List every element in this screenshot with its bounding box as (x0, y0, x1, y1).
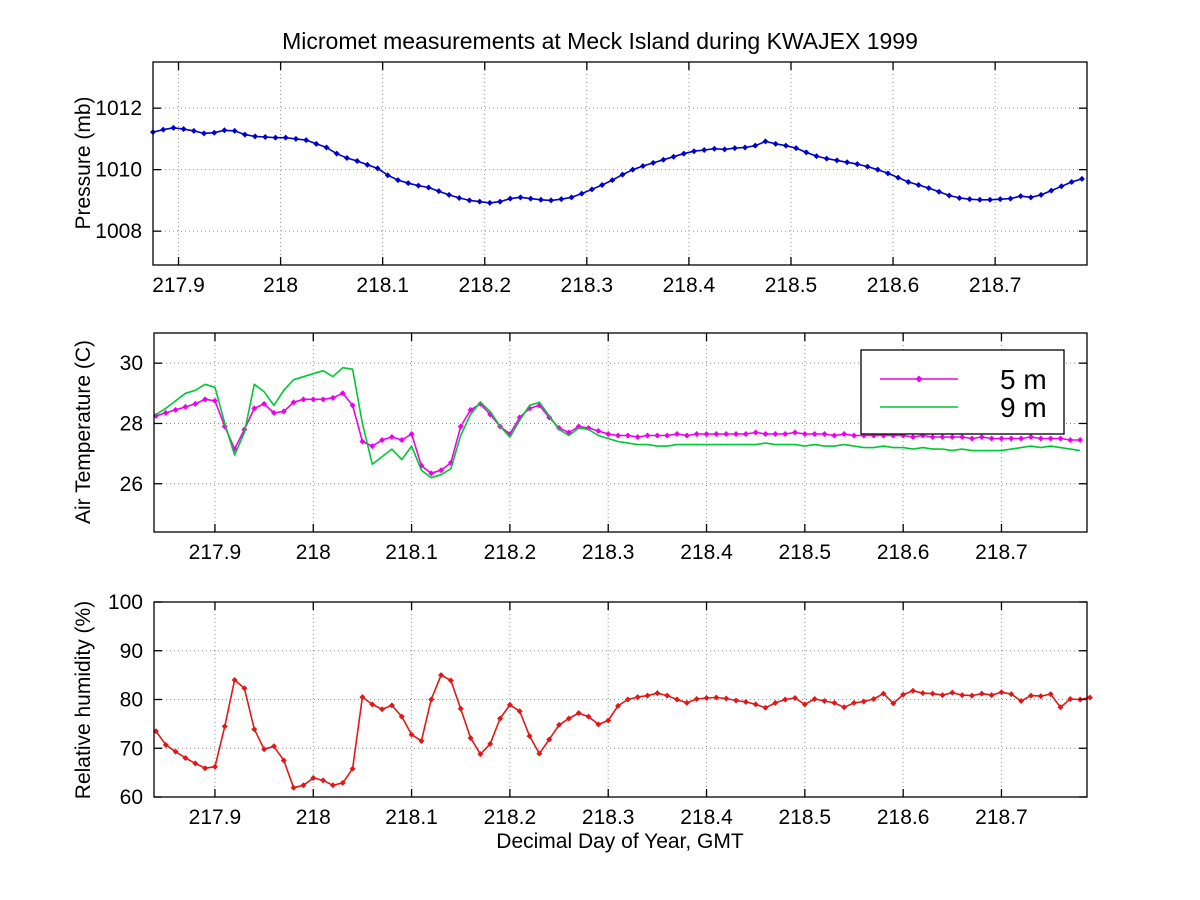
svg-text:1012: 1012 (95, 97, 142, 120)
x-axis-label: Decimal Day of Year, GMT (496, 830, 744, 853)
svg-text:80: 80 (120, 689, 143, 712)
svg-text:218.3: 218.3 (561, 274, 614, 297)
figure-title: Micromet measurements at Meck Island dur… (282, 28, 918, 54)
svg-text:218.4: 218.4 (680, 541, 733, 564)
humidity-chart: 217.9 218 218.1 218.2 218.3 218.4 218.5 218.6 21… (108, 591, 1093, 829)
relative-humidity-tick-labels: 217.9 218 218.1 218.2 218.3 218.4 218.5 218.6 21… (108, 591, 1028, 829)
svg-text:26: 26 (120, 473, 143, 496)
air-temperature-series-9-m (155, 366, 1081, 479)
pressure-axes (152, 61, 1088, 266)
pressure-grid (153, 62, 1087, 265)
svg-text:30: 30 (120, 352, 143, 375)
air-temperature-tick-labels: 217.9 218 218.1 218.2 218.3 218.4 218.5 218.6 21… (120, 352, 1028, 564)
pressure-tick-labels: 217.9 218 218.1 218.2 218.3 218.4 218.5 218.6 21… (95, 97, 1021, 297)
svg-text:218.2: 218.2 (458, 274, 511, 297)
svg-text:218.1: 218.1 (385, 806, 438, 829)
svg-text:218.4: 218.4 (680, 806, 733, 829)
svg-text:218.1: 218.1 (356, 274, 409, 297)
pressure-series-Pressure (150, 124, 1085, 206)
air-temperature-axes (153, 332, 1088, 533)
svg-text:217.9: 217.9 (189, 541, 242, 564)
svg-text:218.6: 218.6 (877, 541, 930, 564)
svg-text:218.5: 218.5 (765, 274, 818, 297)
svg-text:218.4: 218.4 (663, 274, 716, 297)
svg-text:217.9: 217.9 (152, 274, 205, 297)
svg-text:218.6: 218.6 (877, 806, 930, 829)
air-temperature-legend: 5 m9 m (860, 349, 1065, 435)
svg-text:218.2: 218.2 (484, 541, 537, 564)
air-temperature-series-5-m (152, 390, 1084, 477)
svg-text:218.5: 218.5 (779, 541, 832, 564)
svg-text:218.2: 218.2 (484, 806, 537, 829)
svg-text:218.7: 218.7 (975, 806, 1028, 829)
svg-text:218.6: 218.6 (867, 274, 920, 297)
svg-text:218: 218 (263, 274, 298, 297)
svg-text:5 m: 5 m (1000, 364, 1047, 395)
svg-text:60: 60 (120, 786, 143, 809)
relative-humidity-series-Relative-humidity (152, 672, 1093, 791)
svg-text:218.3: 218.3 (582, 806, 635, 829)
relative-humidity-grid (154, 601, 1087, 798)
svg-text:218.7: 218.7 (975, 541, 1028, 564)
svg-text:218.7: 218.7 (969, 274, 1022, 297)
temperature-chart: 217.9 218 218.1 218.2 218.3 218.4 218.5 218.6 21… (120, 332, 1088, 564)
svg-text:218: 218 (296, 806, 331, 829)
svg-text:1008: 1008 (95, 220, 142, 243)
svg-text:1010: 1010 (95, 159, 142, 182)
svg-text:218.5: 218.5 (779, 806, 832, 829)
svg-text:218.3: 218.3 (582, 541, 635, 564)
svg-text:218: 218 (296, 541, 331, 564)
svg-text:218.1: 218.1 (385, 541, 438, 564)
pressure-chart: 217.9 218 218.1 218.2 218.3 218.4 218.5 218.6 21… (95, 61, 1088, 297)
svg-text:70: 70 (120, 737, 143, 760)
relative-humidity-axes (153, 601, 1088, 798)
svg-text:28: 28 (120, 412, 143, 435)
svg-text:90: 90 (120, 640, 143, 663)
svg-text:9 m: 9 m (1000, 392, 1047, 423)
svg-text:100: 100 (108, 591, 143, 614)
svg-text:217.9: 217.9 (189, 806, 242, 829)
